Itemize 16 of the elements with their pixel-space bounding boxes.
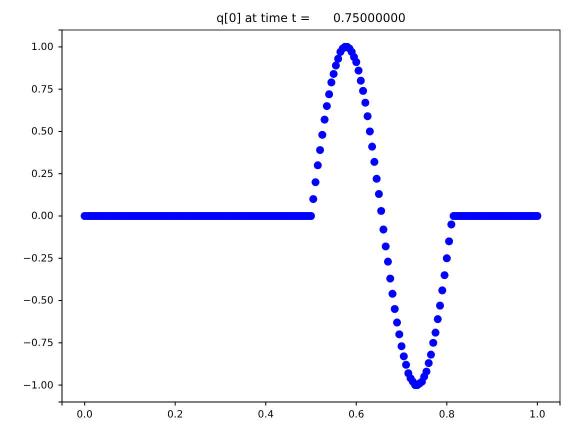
y-tick-label: 1.00 <box>31 42 54 54</box>
y-tick-label: −0.50 <box>22 296 54 307</box>
y-tick-label: 0.75 <box>31 84 54 96</box>
x-tick-label: 0.6 <box>348 410 364 421</box>
x-tick-label: 1.0 <box>529 410 546 421</box>
x-tick-label: 0.4 <box>258 410 274 421</box>
x-tick-label: 0.8 <box>438 410 455 421</box>
y-tick-label: 0.25 <box>31 168 54 180</box>
x-tick-label: 0.0 <box>76 410 93 421</box>
y-tick-label: 0.50 <box>31 126 54 138</box>
y-tick-label: −0.25 <box>22 253 54 264</box>
y-tick-label: 0.00 <box>31 211 54 222</box>
x-tick-label: 0.2 <box>167 410 184 421</box>
y-tick-label: −1.00 <box>22 380 54 392</box>
chart-title: q[0] at time t = 0.75000000 <box>216 11 406 25</box>
y-tick-label: −0.75 <box>22 338 54 350</box>
